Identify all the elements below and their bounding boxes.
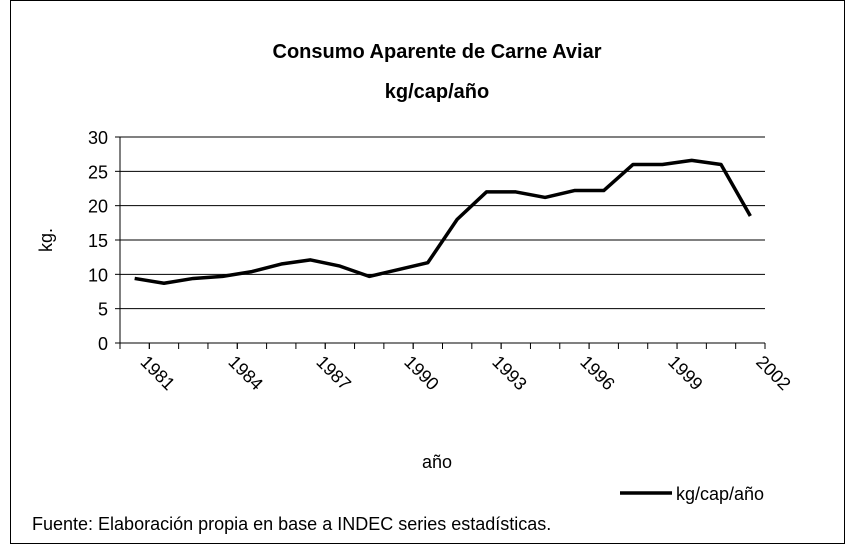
data-line [134,158,752,286]
source-note: Fuente: Elaboración propia en base a IND… [32,514,551,534]
y-tick-label: 25 [88,162,108,182]
y-tick-label: 0 [98,334,108,354]
chart-border [10,0,845,544]
chart-subtitle: kg/cap/año [385,81,489,103]
x-axis-label: año [422,452,452,472]
y-axis-label: kg. [36,228,56,252]
legend-label: kg/cap/año [676,484,764,504]
y-tick-label: 5 [98,300,108,320]
y-tick-label: 15 [88,231,108,251]
chart-title: Consumo Aparente de Carne Aviar [273,41,602,63]
y-tick-label: 20 [88,197,108,217]
y-tick-label: 30 [88,128,108,148]
y-tick-label: 10 [88,265,108,285]
